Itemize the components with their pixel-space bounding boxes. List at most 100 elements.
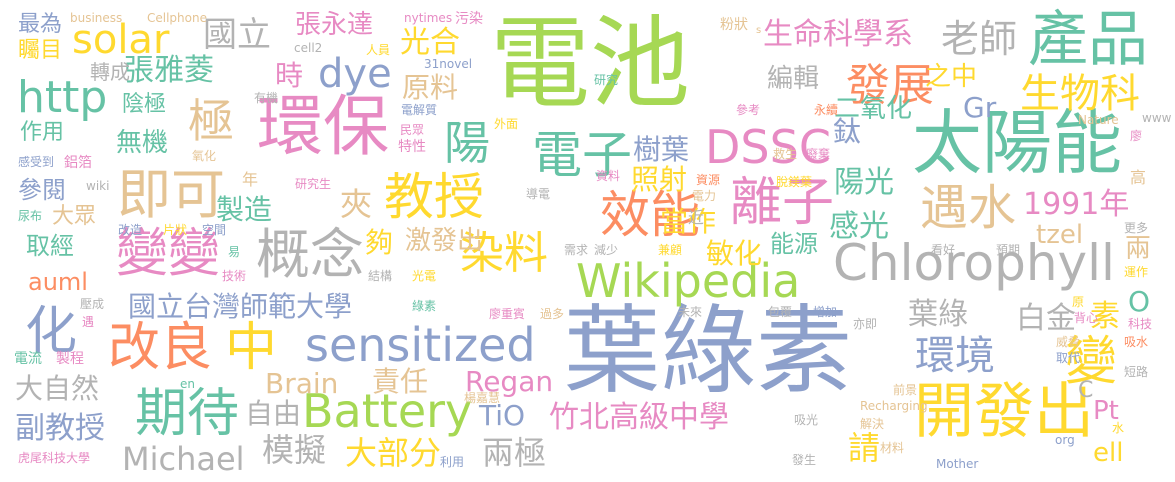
word: 取代 — [1056, 351, 1081, 365]
word: 敏化 — [706, 237, 763, 270]
word: 過多 — [540, 307, 565, 321]
word: 廢棄 — [806, 147, 831, 161]
word: http — [17, 72, 108, 123]
word: 轉成 — [90, 60, 130, 84]
word: Gr — [963, 91, 997, 124]
word: wiki — [86, 179, 110, 193]
word: 有機 — [254, 91, 279, 105]
word: auml — [28, 268, 88, 296]
word: 廖 — [1130, 129, 1143, 143]
word: 變變 — [116, 224, 221, 284]
word: 參閱 — [18, 176, 66, 204]
word: 兼顧 — [658, 243, 683, 257]
word: 模擬 — [262, 431, 327, 469]
word: 能源 — [770, 230, 818, 258]
word: 夾 — [340, 185, 373, 223]
word: 威脅 — [1056, 335, 1081, 349]
word: 近 — [688, 208, 705, 227]
word: 兩極 — [482, 434, 547, 472]
word: 夠 — [365, 226, 394, 259]
word: 楊嘉慧 — [464, 391, 501, 405]
word: 發生 — [792, 453, 817, 467]
word: 遇 — [82, 315, 95, 329]
word: 激發出 — [405, 226, 484, 256]
word: 樹葉 — [633, 133, 690, 166]
word: 尿布 — [18, 209, 43, 223]
word: 未來 — [678, 305, 703, 319]
word: 國立台灣師範大學 — [128, 290, 353, 323]
word: 光電 — [412, 269, 437, 283]
word: nytimes — [404, 11, 453, 25]
word: 水 — [1112, 421, 1125, 435]
word: 解決 — [860, 417, 885, 431]
word: 研究 — [594, 73, 619, 87]
word: business — [70, 11, 123, 25]
word: 大眾 — [52, 204, 97, 229]
word: 吸光 — [794, 413, 819, 427]
word: 運作 — [1124, 265, 1149, 279]
word: 陽光 — [834, 165, 894, 200]
word: 短路 — [1124, 365, 1149, 379]
word: 發展 — [846, 60, 934, 111]
word: 取經 — [26, 232, 74, 260]
word: 片狀 — [163, 223, 188, 237]
word: 太陽能 — [912, 102, 1122, 184]
word: 當作 — [660, 205, 717, 238]
word: 減少 — [594, 243, 619, 257]
word: C — [1078, 378, 1094, 403]
word: 矚目 — [18, 38, 63, 63]
word: 原 — [1072, 295, 1085, 309]
word: Regan — [465, 365, 554, 398]
word: Recharging — [860, 399, 928, 413]
word: 之中 — [925, 62, 978, 92]
word: 葉綠 — [908, 297, 968, 332]
word: 研究生 — [295, 177, 332, 191]
word: 製程 — [56, 351, 84, 367]
word: 國立 — [203, 15, 271, 55]
word: 前景 — [893, 383, 918, 397]
word: 資料 — [596, 169, 621, 183]
word: 外面 — [494, 117, 519, 131]
word: 感光 — [829, 209, 889, 244]
word: 民眾 — [400, 123, 425, 137]
word: 粉狀 — [720, 17, 748, 33]
word: 竹北高級中學 — [549, 400, 729, 435]
word: 空間 — [202, 223, 227, 237]
word: 責任 — [372, 365, 429, 398]
word: solar — [72, 17, 170, 63]
word: 期待 — [135, 384, 240, 444]
word: 吸水 — [1124, 335, 1149, 349]
word: 增加 — [813, 305, 838, 319]
word: 需求 — [564, 243, 589, 257]
word: 技術 — [222, 269, 247, 283]
word: 張雅菱 — [124, 53, 214, 88]
word: O — [1128, 285, 1151, 318]
word: 染料 — [460, 228, 548, 279]
word: 二氧化 — [834, 94, 913, 124]
word: 氧化 — [192, 149, 217, 163]
word: 特性 — [398, 139, 426, 155]
word: 化 — [25, 302, 78, 362]
word: 葉綠素 — [564, 295, 852, 407]
word: dye — [318, 51, 392, 97]
word: DSSC — [705, 120, 831, 174]
word: 環境 — [915, 333, 995, 379]
word: Cellphone — [147, 11, 207, 25]
word: 救生 — [773, 147, 798, 161]
word: 包覆 — [768, 305, 793, 319]
word: 效能 — [600, 186, 700, 244]
word: 最為 — [18, 12, 63, 37]
word: 變 — [1065, 332, 1118, 392]
word: 張永達 — [295, 10, 374, 40]
word: 電子 — [532, 126, 632, 184]
word: 時 — [275, 59, 304, 92]
word: en — [180, 377, 195, 391]
word: 照射 — [631, 163, 688, 196]
word: 原料 — [402, 71, 459, 104]
word: 易 — [228, 245, 241, 259]
word: Battery — [302, 384, 473, 438]
word: 作用 — [20, 120, 65, 145]
word: 導電 — [526, 187, 551, 201]
word: 請 — [848, 429, 881, 467]
